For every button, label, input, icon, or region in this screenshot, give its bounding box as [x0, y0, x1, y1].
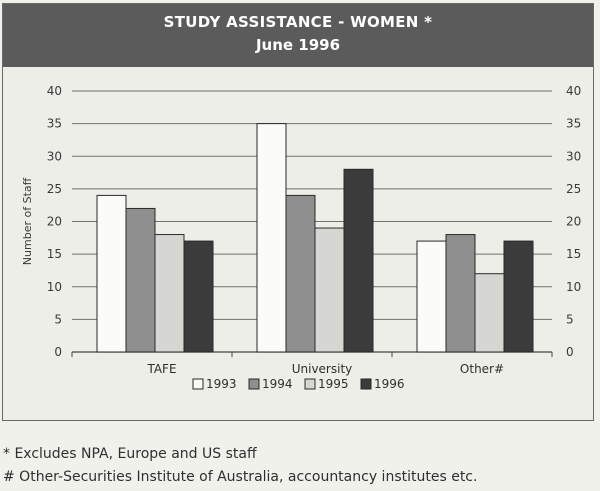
bar-tafe-1993	[96, 194, 127, 353]
y-tick-label-left: 20	[47, 215, 62, 229]
bar-other-1993	[416, 240, 447, 353]
legend-label-1993: 1993	[206, 377, 237, 391]
bar-university-1996	[343, 168, 374, 353]
chart-subtitle: June 1996	[255, 36, 341, 54]
x-category-label: University	[292, 362, 353, 376]
y-tick-label-right: 0	[566, 345, 574, 359]
bar-tafe-1994	[125, 207, 156, 353]
legend-label-1995: 1995	[318, 377, 349, 391]
y-tick-label-left: 0	[54, 345, 62, 359]
bar-other-1994	[445, 234, 476, 353]
bar-tafe-1996	[183, 240, 214, 353]
footnote-excludes: * Excludes NPA, Europe and US staff	[3, 446, 257, 462]
y-tick-label-right: 15	[566, 247, 581, 261]
study-assistance-chart: 0 0 5 5 10 10 15 15 20 20 25 25 30 30 35 35 40 40 Number o…	[21, 84, 581, 391]
y-tick-label-right: 40	[566, 84, 581, 98]
y-tick-label-left: 40	[47, 84, 62, 98]
y-tick-label-right: 25	[566, 182, 581, 196]
bar-university-1993	[256, 123, 287, 353]
bar-tafe-1995	[154, 234, 185, 353]
y-tick-label-right: 5	[566, 312, 574, 326]
x-category-label: Other#	[460, 362, 504, 376]
bar-other-1995	[474, 273, 505, 353]
bar-university-1995	[314, 227, 345, 353]
y-tick-label-left: 15	[47, 247, 62, 261]
legend-label-1996: 1996	[374, 377, 405, 391]
y-tick-label-right: 35	[566, 117, 581, 131]
y-tick-label-left: 5	[54, 312, 62, 326]
legend-swatch-1995	[304, 378, 316, 390]
chart-title: STUDY ASSISTANCE - WOMEN *	[163, 13, 433, 31]
y-tick-label-left: 25	[47, 182, 62, 196]
legend-swatch-1994	[248, 378, 260, 390]
y-tick-label-right: 20	[566, 215, 581, 229]
y-tick-label-left: 35	[47, 117, 62, 131]
y-axis-label: Number of Staff	[21, 177, 34, 265]
footnote-other: # Other-Securities Institute of Australi…	[3, 469, 478, 485]
bar-university-1994	[285, 194, 316, 353]
legend-label-1994: 1994	[262, 377, 293, 391]
y-tick-label-right: 10	[566, 280, 581, 294]
y-tick-label-left: 10	[47, 280, 62, 294]
y-tick-label-right: 30	[566, 149, 581, 163]
bar-other-1996	[503, 240, 534, 353]
chart-title-band: STUDY ASSISTANCE - WOMEN * June 1996	[3, 4, 593, 67]
y-tick-label-left: 30	[47, 149, 62, 163]
legend-swatch-1996	[360, 378, 372, 390]
legend-swatch-1993	[192, 378, 204, 390]
x-category-label: TAFE	[146, 362, 176, 376]
